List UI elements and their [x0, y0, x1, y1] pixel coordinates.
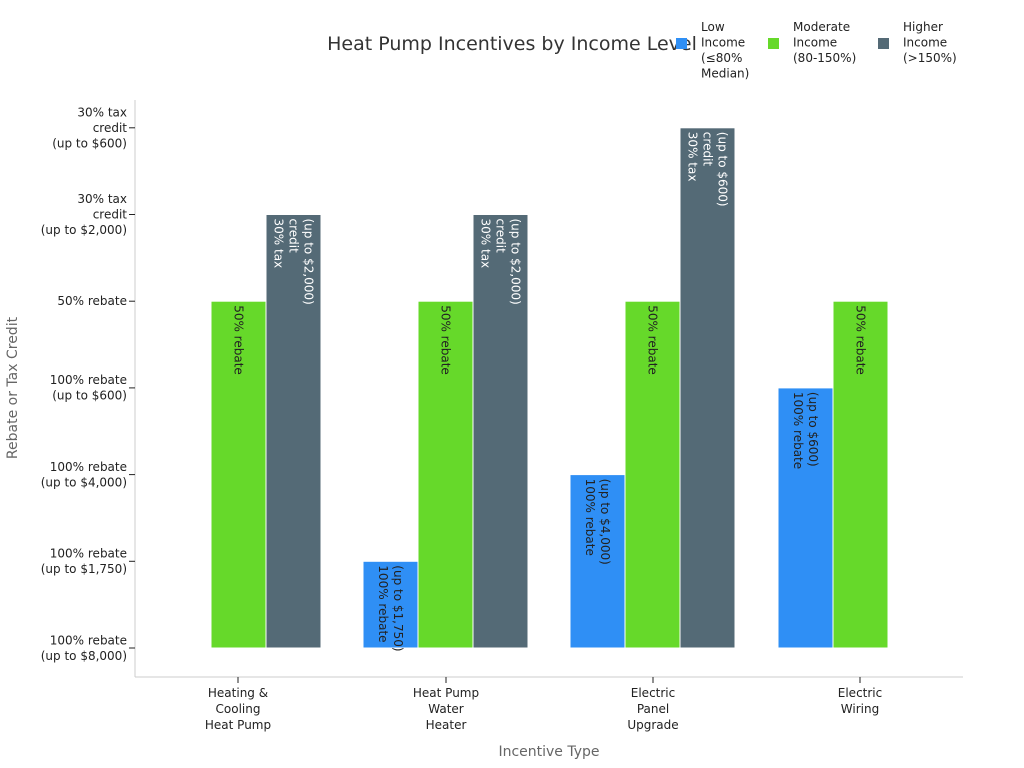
bar	[472, 214, 529, 649]
y-tick-label: 50% rebate	[57, 294, 127, 308]
x-tick-label: Electric Wiring	[838, 686, 882, 716]
bar-value-label: 30% taxcredit(up to $2,000)	[479, 219, 523, 305]
bar-value-label: 30% taxcredit(up to $600)	[686, 132, 730, 207]
y-tick-label: 30% tax credit (up to $600)	[52, 105, 127, 150]
bar	[832, 300, 889, 649]
bar-value-label: 100% rebate(up to $4,000)	[583, 479, 612, 565]
y-tick-label: 30% tax credit (up to $2,000)	[41, 192, 128, 237]
plot-area: 100% rebate(up to $1,750)100% rebate(up …	[41, 100, 963, 732]
y-tick-label: 100% rebate (up to $1,750)	[41, 547, 127, 577]
bar	[624, 300, 681, 649]
legend-swatch	[768, 38, 779, 49]
y-tick-label: 100% rebate (up to $600)	[50, 373, 127, 403]
bar	[569, 474, 626, 649]
y-tick-label: 100% rebate (up to $8,000)	[41, 633, 127, 663]
bar	[265, 214, 322, 649]
x-tick-label: Heating & Cooling Heat Pump	[205, 686, 271, 732]
y-tick-label: 100% rebate (up to $4,000)	[41, 460, 127, 490]
bars: 100% rebate(up to $1,750) 100% rebate(up …	[210, 127, 889, 652]
x-tick-label: Heat Pump Water Heater	[413, 686, 479, 732]
bar-value-label: 50% rebate	[646, 305, 660, 375]
x-axis-title: Incentive Type	[498, 744, 599, 760]
legend-label: Higher Income (>150%)	[903, 20, 957, 65]
legend-label: Moderate Income (80-150%)	[793, 20, 856, 65]
bar-value-label: 30% taxcredit(up to $2,000)	[272, 219, 316, 305]
y-axis-title: Rebate or Tax Credit	[5, 316, 21, 459]
x-axis-ticks: Heating & Cooling Heat Pump Heat Pump Water H…	[205, 677, 882, 732]
bar-value-label: 100% rebate(up to $1,750)	[376, 565, 405, 651]
legend-swatch	[676, 38, 687, 49]
legend-label: Low Income (≤80% Median)	[701, 20, 749, 81]
bar-value-label: 50% rebate	[439, 305, 453, 375]
legend: Low Income (≤80% Median) Moderate Income (80-1…	[676, 20, 957, 81]
bar	[777, 387, 834, 649]
legend-swatch	[878, 38, 889, 49]
bar	[362, 560, 419, 649]
bar-value-label: 50% rebate	[232, 305, 246, 375]
bar	[210, 300, 267, 649]
bar	[679, 127, 736, 649]
bar-value-label: 100% rebate(up to $600)	[791, 392, 820, 469]
bar-value-label: 50% rebate	[854, 305, 868, 375]
y-axis-ticks: 100% rebate (up to $8,000) 100% rebate (up …	[41, 105, 135, 663]
chart-title: Heat Pump Incentives by Income Level	[327, 33, 697, 55]
x-tick-label: Electric Panel Upgrade	[627, 686, 678, 732]
